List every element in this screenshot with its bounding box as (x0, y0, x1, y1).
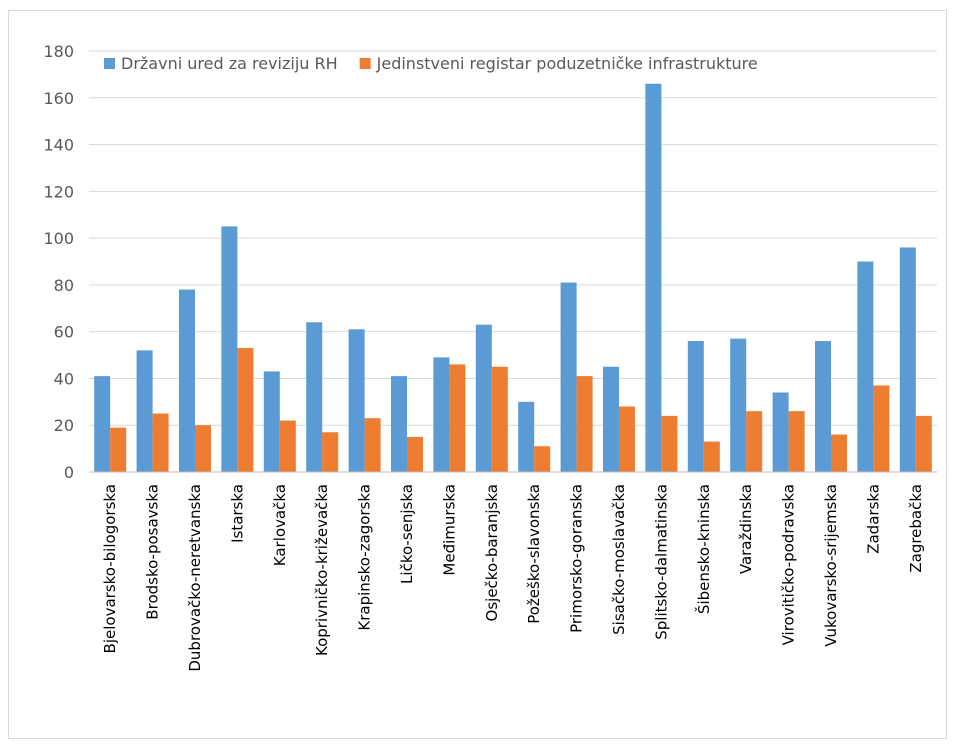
bar-jedinstveni-registar (237, 348, 254, 472)
bar-jedinstveni-registar (788, 411, 805, 472)
gridlines (89, 50, 937, 426)
bar-drzavni-ured (857, 261, 874, 472)
bar-jedinstveni-registar (831, 434, 847, 472)
x-category-label: Bjelovarsko-bilogorska (101, 484, 119, 653)
x-category-label: Zagrebačka (907, 484, 925, 573)
bar-jedinstveni-registar (195, 425, 211, 472)
bar-jedinstveni-registar (534, 446, 551, 472)
bar-drzavni-ured (518, 401, 535, 472)
x-category-label: Varaždinska (737, 484, 755, 574)
bar-drzavni-ured (730, 338, 747, 472)
x-axis-category-labels: Bjelovarsko-bilogorska Brodsko-posavska Du… (101, 484, 925, 672)
bar-jedinstveni-registar (491, 366, 508, 472)
bar-drzavni-ured (348, 329, 365, 472)
bar-drzavni-ured (263, 371, 280, 472)
bar-drzavni-ured (603, 366, 619, 472)
x-category-label: Šibensko-kninska (694, 484, 713, 614)
bar-jedinstveni-registar (661, 415, 678, 472)
bar-jedinstveni-registar (873, 385, 890, 472)
bar-drzavni-ured (815, 341, 831, 472)
x-category-label: Osječko-baranjska (483, 484, 501, 621)
legend-swatch (359, 58, 371, 69)
x-category-label: Koprivničko-križevačka (313, 484, 331, 656)
y-axis-tick-labels: 0 20 40 60 80 100 120 140 160 180 (43, 42, 74, 482)
bar-chart: 0 20 40 60 80 100 120 140 160 180 Bjelovarsko-bil… (43, 42, 937, 672)
y-tick-label: 80 (54, 276, 74, 295)
bar-drzavni-ured (645, 83, 662, 472)
bar-drzavni-ured (475, 324, 492, 472)
x-category-label: Splitsko-dalmatinska (652, 484, 670, 640)
y-tick-label: 160 (43, 89, 74, 108)
bar-drzavni-ured (391, 376, 407, 472)
legend-label: Državni ured za reviziju RH (121, 54, 338, 73)
bar-drzavni-ured (433, 357, 450, 472)
x-category-label: Zadarska (864, 484, 882, 554)
x-category-label: Vukovarsko-srijemska (822, 484, 840, 647)
x-category-label: Krapinsko-zagorska (356, 484, 374, 631)
y-tick-label: 40 (54, 369, 74, 388)
bar-jedinstveni-registar (576, 376, 593, 472)
bar-drzavni-ured (136, 350, 153, 472)
bar-jedinstveni-registar (619, 406, 635, 472)
bar-drzavni-ured (772, 392, 789, 472)
bar-jedinstveni-registar (703, 441, 720, 472)
x-category-label: Požeško-slavonska (525, 484, 543, 624)
x-category-label: Virovitičko-podravska (780, 484, 798, 645)
x-category-label: Brodsko-posavska (144, 484, 162, 620)
x-category-label: Međimurska (440, 484, 458, 576)
bar-jedinstveni-registar (449, 364, 466, 472)
legend-label: Jedinstveni registar poduzetničke infras… (376, 54, 758, 73)
x-category-label: Primorsko-goranska (568, 484, 586, 633)
bar-jedinstveni-registar (279, 420, 296, 472)
bar-drzavni-ured (306, 322, 323, 472)
bar-jedinstveni-registar (915, 415, 932, 472)
x-category-label: Sisačko-moslavačka (610, 484, 628, 635)
legend: Državni ured za reviziju RH Jedinstveni r… (104, 54, 758, 73)
bar-drzavni-ured (899, 247, 916, 472)
bar-jedinstveni-registar (322, 432, 339, 472)
bar-drzavni-ured (687, 341, 704, 472)
y-tick-label: 180 (43, 42, 74, 61)
y-tick-label: 120 (43, 182, 74, 201)
x-category-label: Ličko-senjska (398, 484, 416, 584)
bar-jedinstveni-registar (746, 411, 763, 472)
y-tick-label: 0 (64, 463, 74, 482)
bar-jedinstveni-registar (152, 413, 169, 472)
bar-drzavni-ured (560, 282, 577, 472)
bar-drzavni-ured (94, 376, 111, 472)
y-tick-label: 100 (43, 229, 74, 248)
bar-jedinstveni-registar (364, 418, 381, 472)
bars (94, 83, 932, 472)
y-tick-label: 20 (54, 416, 74, 435)
chart-frame: 0 20 40 60 80 100 120 140 160 180 Bjelovarsko-bil… (8, 10, 947, 739)
x-category-label: Istarska (228, 484, 246, 543)
x-category-label: Dubrovačko-neretvanska (186, 484, 204, 672)
y-tick-label: 60 (54, 323, 74, 342)
y-tick-label: 140 (43, 136, 74, 155)
bar-jedinstveni-registar (407, 436, 423, 472)
x-category-label: Karlovačka (271, 484, 289, 566)
bar-jedinstveni-registar (110, 427, 127, 472)
legend-swatch (104, 58, 115, 69)
bar-drzavni-ured (221, 226, 238, 472)
bar-drzavni-ured (179, 289, 195, 472)
